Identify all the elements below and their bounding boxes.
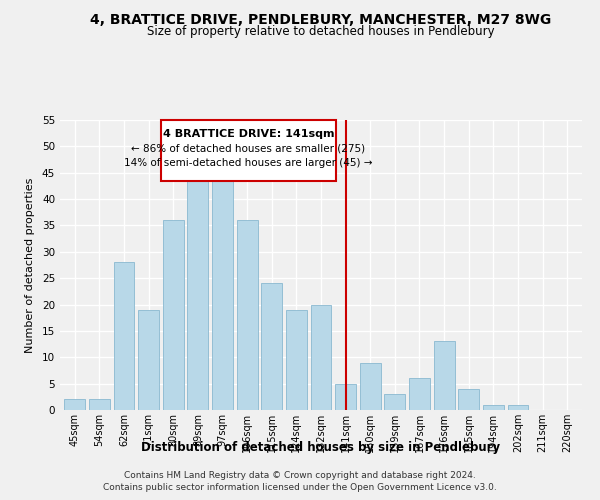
Bar xyxy=(161,120,336,180)
Bar xyxy=(187,178,208,410)
Bar xyxy=(335,384,356,410)
Bar xyxy=(212,168,233,410)
Text: Size of property relative to detached houses in Pendlebury: Size of property relative to detached ho… xyxy=(147,25,495,38)
Bar xyxy=(360,362,381,410)
Bar xyxy=(138,310,159,410)
Bar xyxy=(64,400,85,410)
Text: ← 86% of detached houses are smaller (275): ← 86% of detached houses are smaller (27… xyxy=(131,144,365,154)
Text: Contains HM Land Registry data © Crown copyright and database right 2024.: Contains HM Land Registry data © Crown c… xyxy=(124,472,476,480)
Bar xyxy=(113,262,134,410)
Bar xyxy=(385,394,406,410)
Text: 4 BRATTICE DRIVE: 141sqm: 4 BRATTICE DRIVE: 141sqm xyxy=(163,130,334,140)
Text: Distribution of detached houses by size in Pendlebury: Distribution of detached houses by size … xyxy=(142,441,500,454)
Bar xyxy=(508,404,529,410)
Y-axis label: Number of detached properties: Number of detached properties xyxy=(25,178,35,352)
Bar xyxy=(483,404,504,410)
Text: 14% of semi-detached houses are larger (45) →: 14% of semi-detached houses are larger (… xyxy=(124,158,373,168)
Text: Contains public sector information licensed under the Open Government Licence v3: Contains public sector information licen… xyxy=(103,483,497,492)
Bar xyxy=(434,342,455,410)
Bar xyxy=(89,400,110,410)
Bar xyxy=(286,310,307,410)
Bar xyxy=(311,304,331,410)
Bar xyxy=(163,220,184,410)
Text: 4, BRATTICE DRIVE, PENDLEBURY, MANCHESTER, M27 8WG: 4, BRATTICE DRIVE, PENDLEBURY, MANCHESTE… xyxy=(91,12,551,26)
Bar xyxy=(458,389,479,410)
Bar xyxy=(261,284,282,410)
Bar xyxy=(236,220,257,410)
Bar xyxy=(409,378,430,410)
